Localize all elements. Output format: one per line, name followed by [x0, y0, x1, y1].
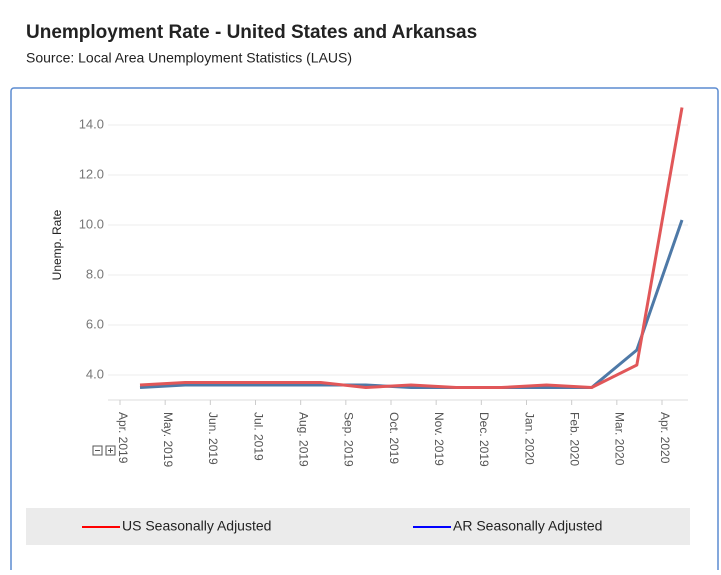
- x-tick-label: Apr. 2020: [658, 412, 672, 464]
- y-tick-label: 12.0: [79, 166, 104, 181]
- legend-box: [26, 508, 690, 545]
- chart-subtitle: Source: Local Area Unemployment Statisti…: [26, 50, 352, 66]
- y-tick-label: 6.0: [86, 316, 104, 331]
- y-tick-label: 14.0: [79, 116, 104, 131]
- x-tick-label: Nov. 2019: [432, 412, 446, 466]
- series-line: [139, 219, 684, 389]
- x-tick-label: Jan. 2020: [522, 412, 536, 465]
- expand-button[interactable]: [105, 445, 116, 456]
- chart-title: Unemployment Rate - United States and Ar…: [26, 22, 477, 43]
- legend-label: AR Seasonally Adjusted: [453, 518, 602, 534]
- x-tick-label: Mar. 2020: [613, 412, 627, 466]
- y-axis-label: Unemp. Rate: [50, 209, 64, 280]
- x-tick-label: Oct. 2019: [387, 412, 401, 464]
- y-tick-label: 4.0: [86, 366, 104, 381]
- y-tick-label: 8.0: [86, 266, 104, 281]
- frame: [10, 87, 719, 575]
- x-tick-label: Feb. 2020: [567, 412, 581, 466]
- collapse-icons[interactable]: [92, 445, 116, 456]
- x-tick-label: Aug. 2019: [296, 412, 310, 467]
- x-tick-label: May. 2019: [161, 412, 175, 467]
- x-tick-label: Apr. 2019: [116, 412, 130, 464]
- collapse-button[interactable]: [92, 445, 103, 456]
- x-tick-label: Jul. 2019: [251, 412, 265, 461]
- x-tick-label: Sep. 2019: [342, 412, 356, 467]
- plot-area: 4.0 6.0 8.0 10.0 12.0 14.0 Apr. 2019 May. 2019 J…: [79, 107, 688, 467]
- y-tick-label: 10.0: [79, 216, 104, 231]
- legend-label: US Seasonally Adjusted: [122, 518, 271, 534]
- x-tick-label: Jun. 2019: [206, 412, 220, 465]
- series-line: [139, 107, 684, 389]
- x-tick-label: Dec. 2019: [477, 412, 491, 467]
